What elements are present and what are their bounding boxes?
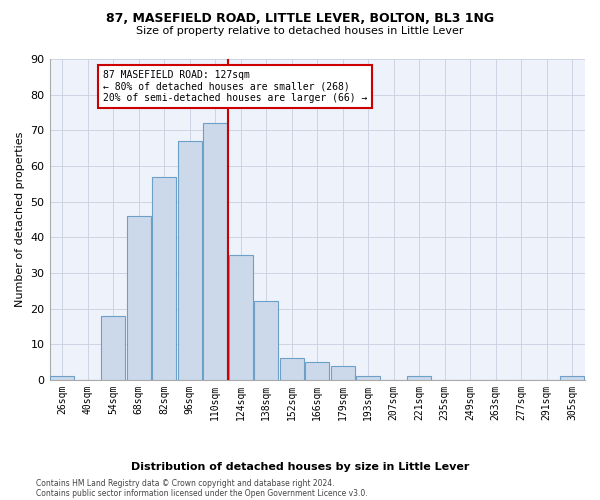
Bar — [127, 216, 151, 380]
Bar — [229, 255, 253, 380]
Y-axis label: Number of detached properties: Number of detached properties — [15, 132, 25, 307]
Bar — [356, 376, 380, 380]
Bar — [331, 366, 355, 380]
Text: Contains public sector information licensed under the Open Government Licence v3: Contains public sector information licen… — [36, 489, 368, 498]
Bar — [254, 302, 278, 380]
Text: 87 MASEFIELD ROAD: 127sqm
← 80% of detached houses are smaller (268)
20% of semi: 87 MASEFIELD ROAD: 127sqm ← 80% of detac… — [103, 70, 367, 103]
Bar — [101, 316, 125, 380]
Text: Contains HM Land Registry data © Crown copyright and database right 2024.: Contains HM Land Registry data © Crown c… — [36, 479, 335, 488]
Text: Distribution of detached houses by size in Little Lever: Distribution of detached houses by size … — [131, 462, 469, 472]
Text: 87, MASEFIELD ROAD, LITTLE LEVER, BOLTON, BL3 1NG: 87, MASEFIELD ROAD, LITTLE LEVER, BOLTON… — [106, 12, 494, 26]
Bar — [203, 123, 227, 380]
Bar — [178, 141, 202, 380]
Text: Size of property relative to detached houses in Little Lever: Size of property relative to detached ho… — [136, 26, 464, 36]
Bar — [50, 376, 74, 380]
Bar — [407, 376, 431, 380]
Bar — [305, 362, 329, 380]
Bar — [152, 176, 176, 380]
Bar — [560, 376, 584, 380]
Bar — [280, 358, 304, 380]
